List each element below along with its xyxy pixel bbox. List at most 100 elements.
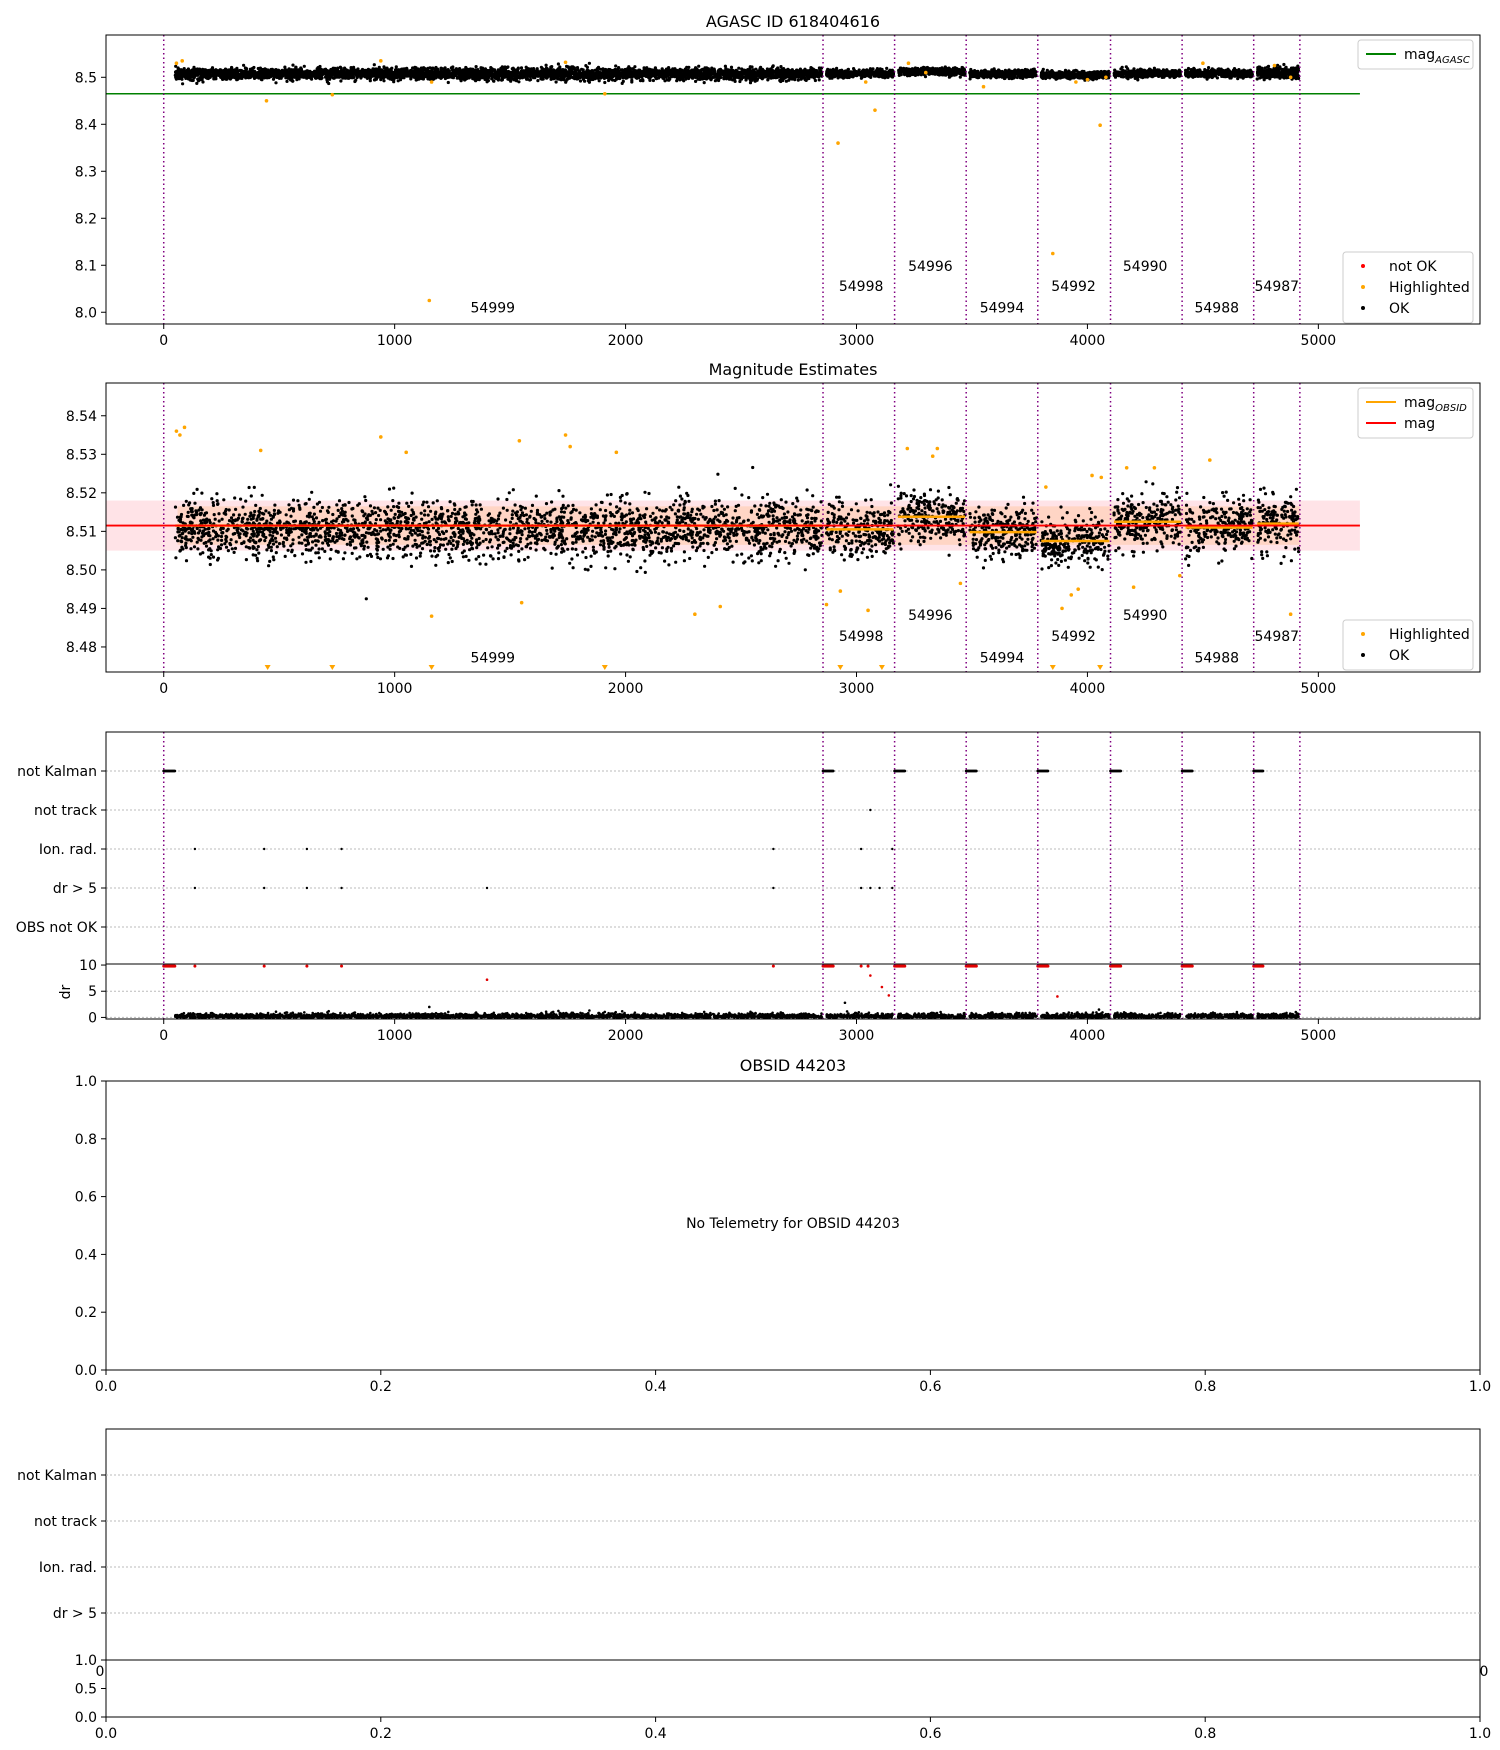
ok-point (591, 72, 595, 77)
ok-point (734, 72, 738, 76)
ok-point (879, 73, 883, 77)
ok-point (801, 69, 805, 73)
ok-point (200, 70, 204, 75)
ok-point (644, 74, 648, 78)
panel-agasc: AGASC ID 618404616 549995499854996549945… (75, 12, 1481, 349)
ok-point (329, 68, 334, 72)
ok-point (674, 71, 679, 75)
ok-point (629, 70, 634, 74)
ok-point (723, 71, 727, 75)
ok-point (631, 74, 635, 78)
ok-point (426, 66, 430, 70)
ok-point (813, 78, 818, 83)
ok-point (443, 76, 447, 81)
ok-point (724, 67, 728, 71)
ok-point (181, 82, 185, 86)
ok-point (554, 80, 558, 84)
ok-point (392, 80, 396, 84)
ok-point (514, 74, 519, 78)
ok-point (649, 71, 654, 75)
ok-point (780, 78, 784, 82)
ok-point (443, 71, 447, 75)
ok-point (227, 76, 231, 80)
ok-point (780, 71, 784, 75)
ok-point (542, 75, 546, 79)
ok-point (262, 69, 266, 73)
ok-point (342, 68, 346, 72)
ok-point (399, 67, 404, 71)
ok-point (242, 63, 246, 67)
ok-point (262, 73, 266, 77)
ok-point (331, 71, 335, 75)
ok-point (188, 78, 193, 82)
ok-point (863, 69, 867, 73)
ok-point (761, 74, 765, 78)
ok-point (834, 71, 839, 75)
ok-point (230, 71, 234, 75)
ok-point (514, 77, 518, 81)
ok-point (298, 69, 302, 73)
ok-point (435, 73, 439, 77)
ok-point (226, 70, 230, 74)
ok-point (713, 79, 718, 83)
ok-point (377, 65, 381, 69)
ok-point (511, 69, 515, 73)
agasc-title: AGASC ID 618404616 (706, 12, 880, 31)
ok-point (885, 66, 889, 70)
ok-point (441, 75, 445, 79)
ok-point (325, 68, 329, 73)
ok-point (177, 67, 181, 71)
ok-point (597, 79, 601, 83)
ok-point (382, 65, 386, 69)
ok-point (404, 67, 408, 71)
ok-point (620, 81, 624, 85)
ok-point (796, 78, 800, 82)
ok-point (490, 77, 494, 81)
ok-point (849, 70, 853, 74)
ok-point (417, 71, 421, 75)
ok-point (842, 70, 846, 74)
ok-point (359, 76, 363, 80)
ok-point (187, 72, 191, 76)
ok-point (174, 70, 178, 74)
ok-point (582, 74, 586, 78)
ok-point (393, 68, 398, 72)
ok-point (252, 69, 256, 73)
ok-point (614, 64, 618, 68)
ok-point (669, 73, 674, 77)
ok-point (285, 79, 289, 83)
ok-point (729, 65, 734, 69)
ok-point (204, 72, 208, 76)
ok-point (608, 69, 612, 73)
ok-point (430, 66, 434, 70)
ok-point (740, 70, 744, 74)
ok-point (646, 71, 650, 75)
ok-point (811, 71, 815, 75)
ok-point (451, 71, 455, 75)
ok-point (249, 74, 253, 78)
ok-point (271, 73, 275, 77)
ok-point (215, 69, 220, 73)
ok-point (245, 67, 249, 71)
ok-point (591, 77, 595, 82)
ok-point (275, 75, 279, 79)
ok-point (510, 75, 514, 79)
ok-point (749, 69, 753, 73)
ok-point (880, 70, 884, 74)
ok-point (249, 68, 253, 72)
ok-point (556, 67, 560, 71)
ok-point (474, 68, 478, 72)
ok-point (660, 72, 665, 76)
ok-point (875, 73, 879, 77)
ok-point (312, 73, 316, 77)
ok-point (352, 75, 356, 79)
ok-point (265, 76, 269, 80)
ok-point (405, 71, 409, 75)
ok-point (541, 67, 545, 71)
ok-point (539, 75, 543, 79)
ok-point (252, 73, 256, 77)
ok-point (570, 75, 574, 79)
ok-point (175, 73, 179, 77)
ok-point (555, 71, 559, 75)
